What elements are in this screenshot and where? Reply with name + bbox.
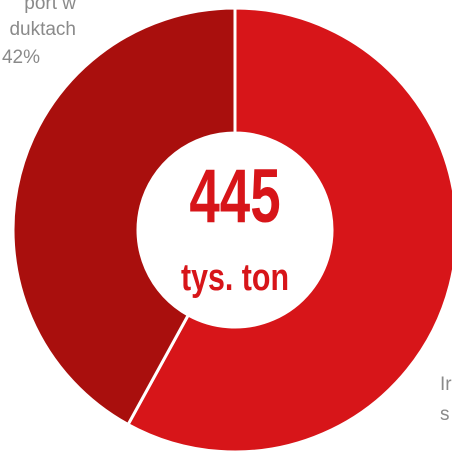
donut-slice (126, 6, 452, 453)
center-value: 445 (189, 154, 280, 239)
slice-label: port w (24, 0, 76, 14)
slice-value-label: 42% (2, 47, 40, 68)
donut-slice (11, 6, 237, 427)
center-unit: tys. ton (181, 257, 289, 299)
slice-label: Ir (440, 374, 452, 395)
slice-label: duktach (9, 19, 76, 40)
slice-label: s (440, 404, 450, 425)
